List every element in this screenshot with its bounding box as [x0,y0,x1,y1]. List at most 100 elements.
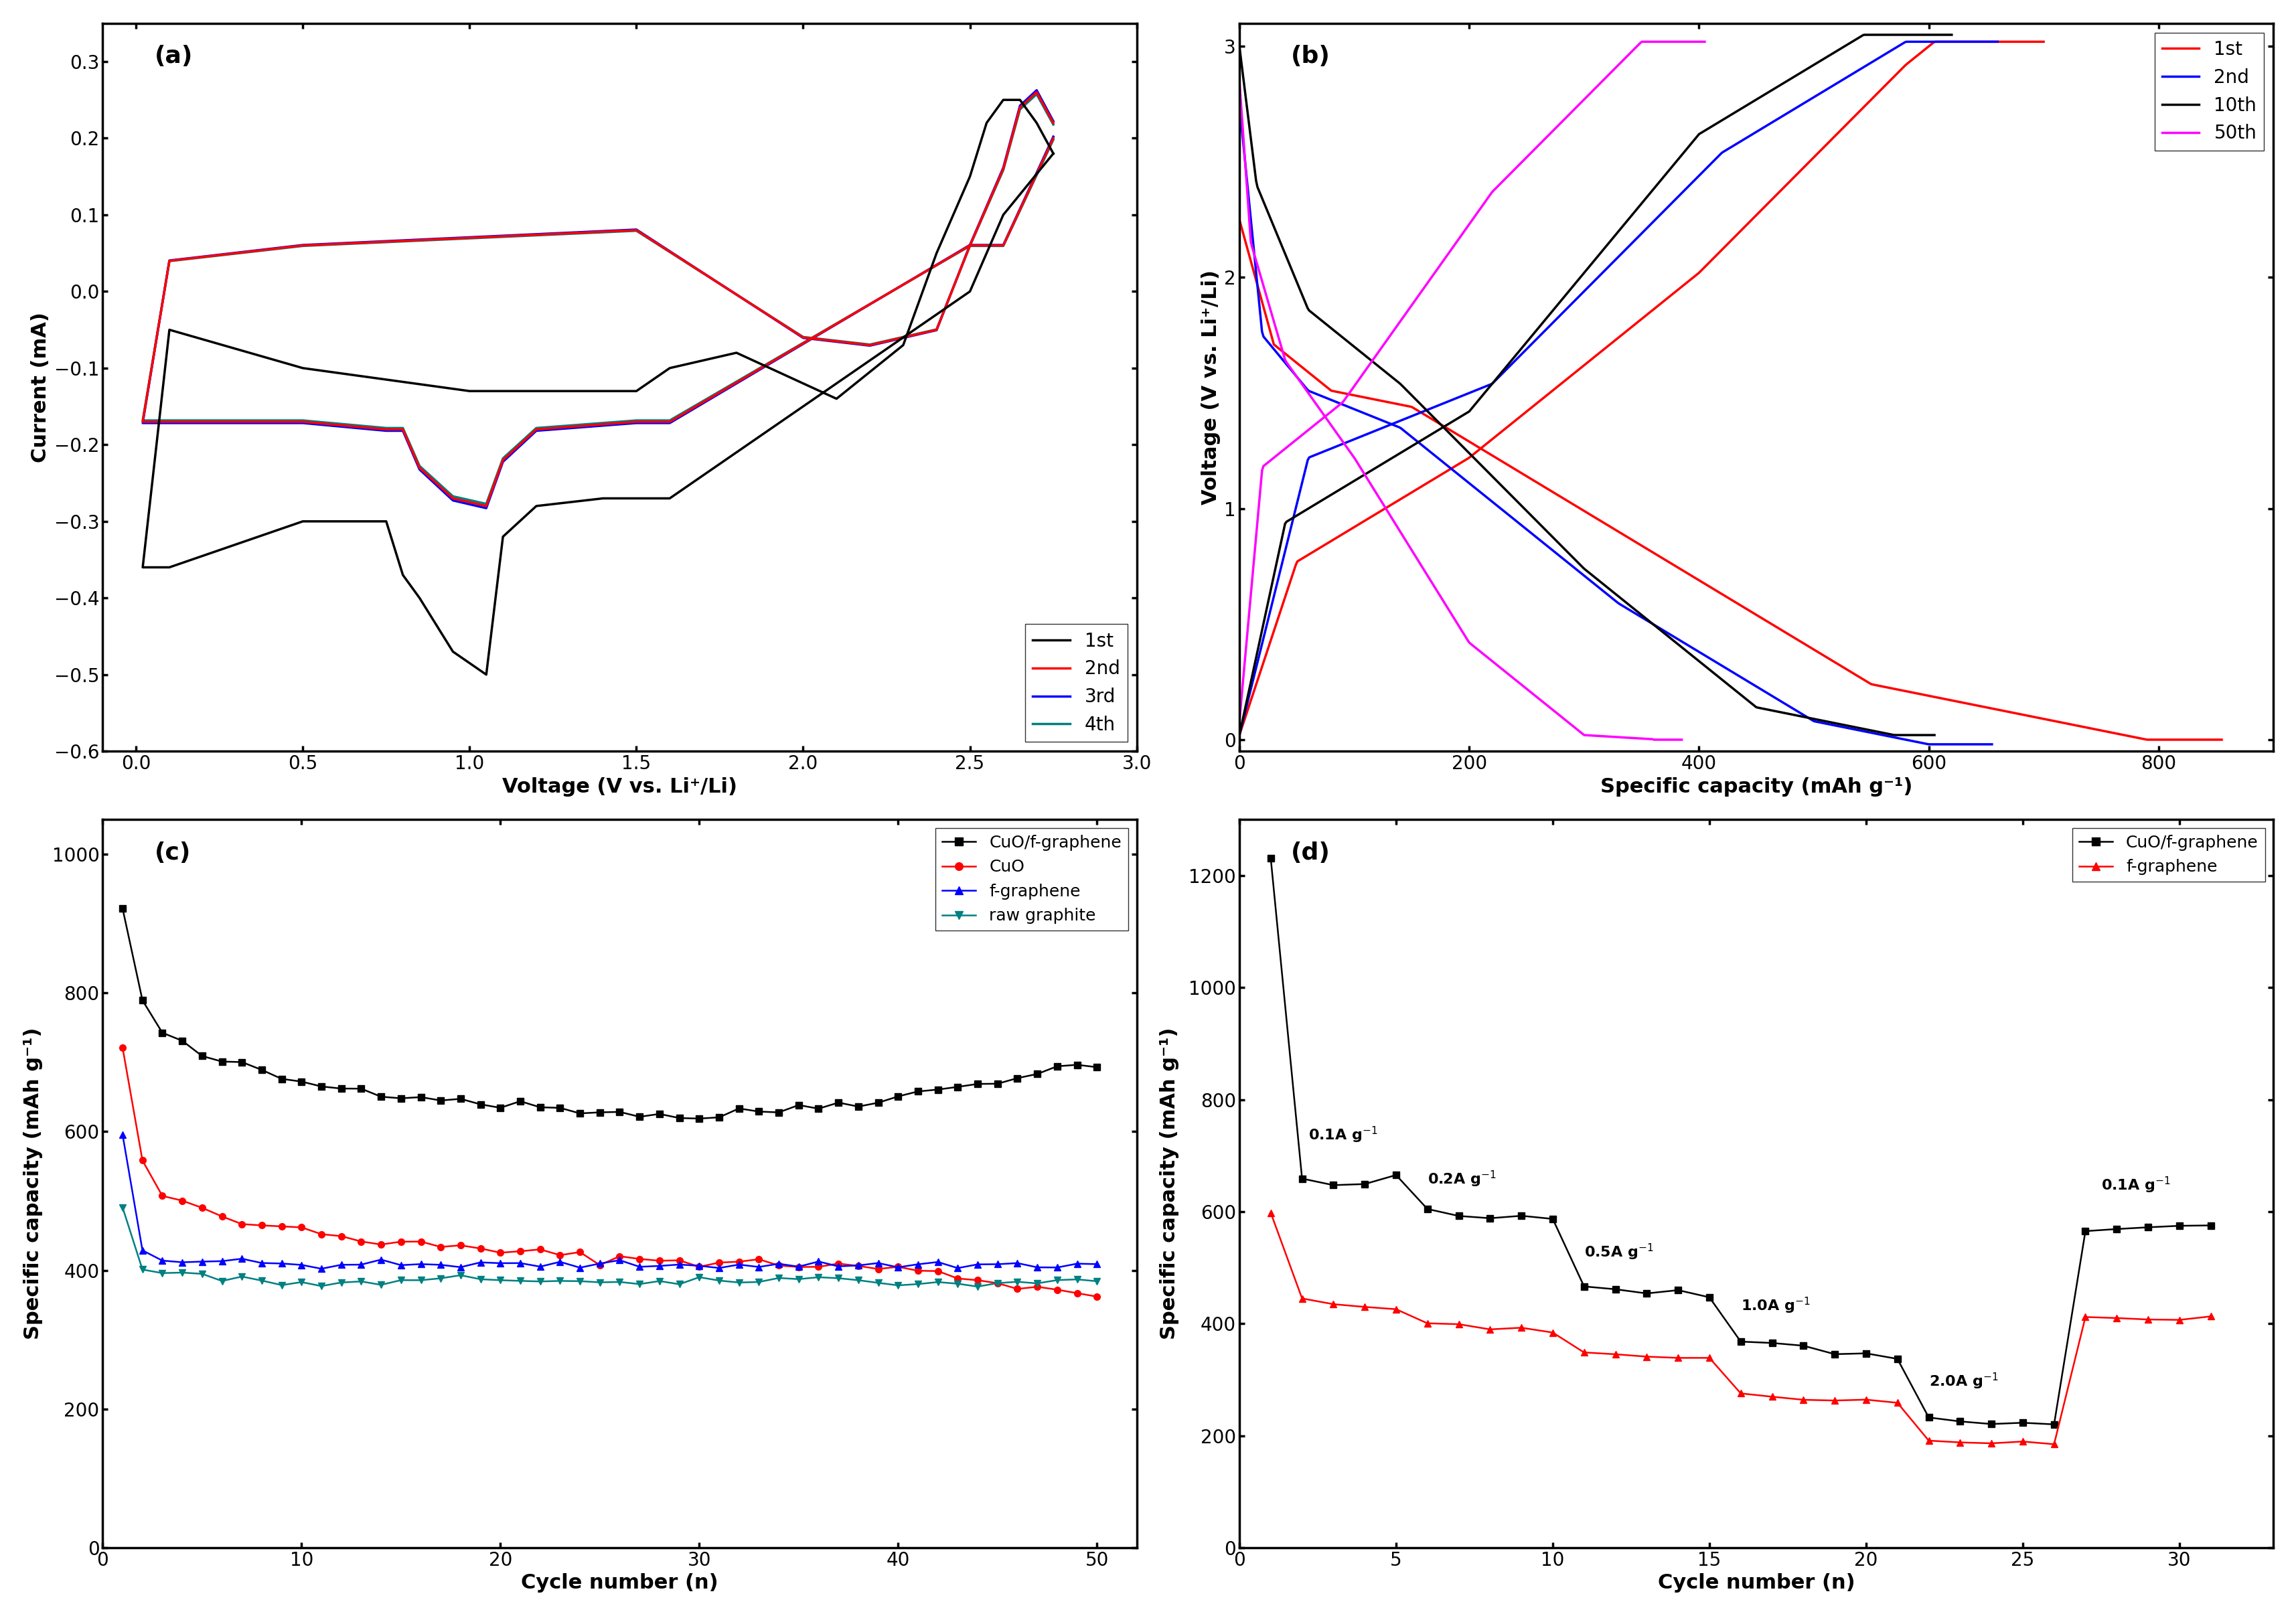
CuO [1063,1283,1091,1302]
CuO/f-graphene [1727,1332,1754,1351]
f-graphene [625,1257,652,1277]
f-graphene [1570,1343,1598,1362]
f-graphene [645,1256,673,1275]
f-graphene [367,1249,395,1269]
f-graphene [1600,1345,1628,1364]
f-graphene [209,1251,236,1270]
f-graphene [1977,1433,2004,1453]
CuO [466,1239,494,1259]
CuO/f-graphene [863,1092,891,1112]
CuO/f-graphene [1414,1199,1442,1218]
CuO [606,1246,634,1265]
f-graphene [1883,1393,1910,1412]
raw graphite [448,1265,475,1285]
CuO [645,1251,673,1270]
raw graphite [684,1267,712,1286]
raw graphite [884,1275,912,1294]
raw graphite [367,1275,395,1294]
CuO [684,1257,712,1277]
raw graphite [785,1270,813,1290]
f-graphene [1759,1387,1786,1406]
CuO/f-graphene [1024,1065,1052,1084]
f-graphene [845,1256,872,1275]
CuO/f-graphene [546,1099,574,1118]
Legend: CuO/f-graphene, f-graphene: CuO/f-graphene, f-graphene [2071,827,2264,882]
f-graphene [606,1251,634,1270]
CuO/f-graphene [964,1075,992,1094]
CuO/f-graphene [1382,1165,1410,1185]
raw graphite [983,1273,1010,1293]
f-graphene [227,1249,255,1269]
raw graphite [287,1272,315,1291]
Text: (a): (a) [154,45,193,68]
CuO/f-graphene [2133,1217,2161,1236]
CuO [149,1186,177,1206]
raw graphite [625,1275,652,1294]
f-graphene [168,1252,195,1272]
CuO/f-graphene [1506,1206,1534,1225]
f-graphene [1414,1314,1442,1333]
CuO [388,1231,416,1251]
CuO [983,1273,1010,1293]
raw graphite [168,1262,195,1281]
CuO/f-graphene [406,1088,434,1107]
Line: CuO/f-graphene: CuO/f-graphene [1267,855,2213,1427]
f-graphene [905,1254,932,1273]
CuO/f-graphene [227,1052,255,1071]
CuO/f-graphene [1084,1057,1111,1076]
Text: 0.1A g$^{-1}$: 0.1A g$^{-1}$ [2101,1175,2170,1194]
CuO/f-graphene [1977,1414,2004,1433]
f-graphene [567,1257,595,1277]
CuO [625,1249,652,1269]
raw graphite [209,1272,236,1291]
CuO [1042,1280,1070,1299]
Legend: CuO/f-graphene, CuO, f-graphene, raw graphite: CuO/f-graphene, CuO, f-graphene, raw gra… [934,827,1127,931]
CuO/f-graphene [645,1104,673,1123]
raw graphite [108,1197,135,1217]
CuO/f-graphene [1853,1343,1880,1362]
f-graphene [705,1259,732,1278]
CuO/f-graphene [923,1079,951,1099]
f-graphene [964,1254,992,1273]
CuO [765,1256,792,1275]
CuO [923,1262,951,1281]
CuO/f-graphene [567,1104,595,1123]
f-graphene [1444,1314,1472,1333]
f-graphene [666,1256,693,1275]
CuO/f-graphene [744,1102,771,1122]
f-graphene [744,1257,771,1277]
raw graphite [129,1260,156,1280]
f-graphene [1506,1319,1534,1338]
CuO [1024,1277,1052,1296]
CuO [863,1259,891,1278]
f-graphene [129,1241,156,1260]
CuO [227,1214,255,1233]
CuO/f-graphene [1063,1055,1091,1075]
CuO [308,1225,335,1244]
CuO/f-graphene [1945,1412,1972,1432]
raw graphite [765,1269,792,1288]
f-graphene [1821,1391,1848,1411]
CuO/f-graphene [1256,848,1283,868]
f-graphene [2009,1432,2037,1451]
raw graphite [466,1270,494,1290]
CuO/f-graphene [308,1076,335,1096]
CuO/f-graphene [507,1091,535,1110]
f-graphene [765,1254,792,1273]
f-graphene [526,1257,553,1277]
CuO [427,1238,455,1257]
f-graphene [585,1254,613,1273]
CuO/f-graphene [625,1107,652,1126]
raw graphite [804,1267,831,1286]
f-graphene [1945,1433,1972,1453]
raw graphite [248,1270,276,1290]
X-axis label: Specific capacity (mAh g⁻¹): Specific capacity (mAh g⁻¹) [1600,777,1913,797]
X-axis label: Voltage (V vs. Li⁺/Li): Voltage (V vs. Li⁺/Li) [503,777,737,797]
CuO/f-graphene [347,1079,374,1099]
f-graphene [824,1257,852,1277]
f-graphene [248,1254,276,1273]
CuO/f-graphene [845,1097,872,1117]
CuO/f-graphene [785,1096,813,1115]
f-graphene [1350,1298,1378,1317]
Y-axis label: Specific capacity (mAh g⁻¹): Specific capacity (mAh g⁻¹) [1159,1028,1180,1340]
